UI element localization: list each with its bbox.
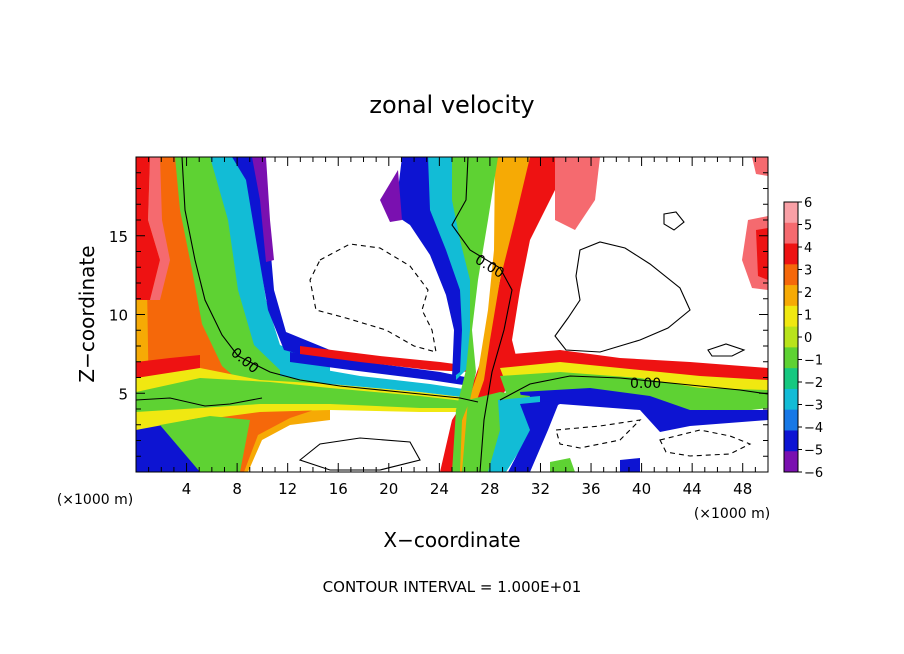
velocity-field: 0.00 0.00 0.00: [136, 157, 768, 472]
x-tick-label: 8: [232, 480, 242, 498]
chart-title: zonal velocity: [369, 91, 534, 119]
x-tick-label: 12: [278, 480, 297, 498]
lower-left-green: [160, 416, 250, 472]
negative-contour-upper: [309, 243, 437, 353]
colorbar-swatch: [784, 305, 798, 328]
x-axis-title: X−coordinate: [383, 528, 520, 552]
center-band-blue: [395, 157, 462, 378]
left-band-green: [175, 157, 330, 400]
y-unit-label: (×1000 m): [57, 492, 133, 508]
colorbar-label: 6: [804, 196, 812, 211]
colorbar-swatch: [784, 388, 798, 411]
left-band-blue: [232, 157, 330, 362]
colorbar-label: −3: [804, 399, 823, 414]
left-edge-patch: [136, 157, 160, 300]
horizontal-band: [136, 346, 480, 430]
x-tick-label: 16: [329, 480, 348, 498]
edge-patches: [136, 157, 768, 300]
colorbar-swatch: [784, 368, 798, 390]
x-tick-label: 48: [733, 480, 752, 498]
left-band-cyan: [210, 157, 330, 380]
colorbar-label: −4: [804, 421, 823, 436]
y-axis: 5 10 15: [109, 172, 768, 457]
horizontal-band-green: [136, 378, 478, 412]
center-band-purple: [380, 170, 402, 222]
y-tick-label: 15: [109, 228, 128, 246]
zero-contour-lower-left: [136, 397, 263, 407]
lower-right-blue: [620, 458, 640, 472]
x-axis: 4 8 12 16 20 24 28 32 36 40 44 48: [148, 157, 756, 498]
colorbar-label: 3: [804, 264, 812, 279]
colorbar-label: 2: [804, 286, 812, 301]
colorbar-swatch: [784, 409, 798, 431]
colorbar-label: 0: [804, 331, 812, 346]
center-band: [380, 157, 560, 472]
positive-contour-edge: [707, 343, 746, 357]
lower-right-green: [550, 458, 575, 472]
x-tick-label: 36: [581, 480, 600, 498]
top-center-edge-patch: [555, 157, 600, 230]
lower-center-blue: [508, 400, 560, 472]
horizontal-band-red-upper: [300, 346, 470, 372]
colorbar-label: 5: [804, 219, 812, 234]
positive-contour-right: [554, 241, 691, 353]
center-band-green: [448, 157, 498, 472]
x-tick-label: 40: [632, 480, 651, 498]
x-tick-label: 32: [531, 480, 550, 498]
x-tick-label: 28: [480, 480, 499, 498]
contour-interval-note: CONTOUR INTERVAL = 1.000E+01: [323, 578, 582, 596]
top-right-edge-patch: [752, 157, 768, 176]
x-tick-label: 44: [683, 480, 702, 498]
y-axis-title: Z−coordinate: [75, 245, 99, 382]
horizontal-band-cyan: [280, 362, 470, 398]
contour-label-right: 0.00: [630, 376, 661, 392]
center-band-orange: [452, 157, 530, 472]
positive-contour-small: [663, 211, 685, 231]
y-tick-label: 5: [118, 385, 128, 403]
contour-lines: [136, 157, 768, 472]
colorbar-label: 1: [804, 309, 812, 324]
x-tick-label: 24: [430, 480, 449, 498]
left-edge-patch-light: [148, 157, 170, 300]
negative-contour-lower-right: [659, 429, 752, 457]
zero-contour-right: [499, 375, 768, 401]
colorbar-label: −5: [804, 444, 823, 459]
lower-bands: [136, 392, 640, 472]
colorbar-swatch: [784, 243, 798, 265]
colorbar-swatch: [784, 347, 798, 369]
colorbar-swatch: [784, 451, 798, 473]
colorbar-swatch: [784, 285, 798, 307]
colorbar-swatch: [784, 264, 798, 286]
x-tick-label: 20: [379, 480, 398, 498]
zero-contour-center: [451, 157, 513, 472]
colorbar-label: 4: [804, 241, 812, 256]
colorbar-swatch: [784, 202, 798, 224]
right-band: [500, 350, 768, 432]
colorbar-swatch: [784, 326, 798, 348]
negative-contour-lower: [555, 419, 642, 449]
left-band-purple: [252, 157, 274, 262]
colorbar-swatch: [784, 222, 798, 245]
right-band-blue: [520, 388, 768, 432]
colorbar-label: −1: [804, 354, 823, 369]
colorbar-label: −2: [804, 376, 823, 391]
x-tick-label: 4: [182, 480, 192, 498]
colorbar-label: −6: [804, 466, 823, 481]
horizontal-band-blue: [290, 352, 470, 386]
zero-contour-left: [181, 157, 479, 403]
colorbar-swatch: [784, 430, 798, 452]
colorbar: 6 5 4 3 2 1 0 −1 −2 −3 −4 −5 −6: [783, 196, 823, 481]
y-tick-label: 10: [109, 307, 128, 325]
x-unit-label: (×1000 m): [694, 506, 770, 522]
